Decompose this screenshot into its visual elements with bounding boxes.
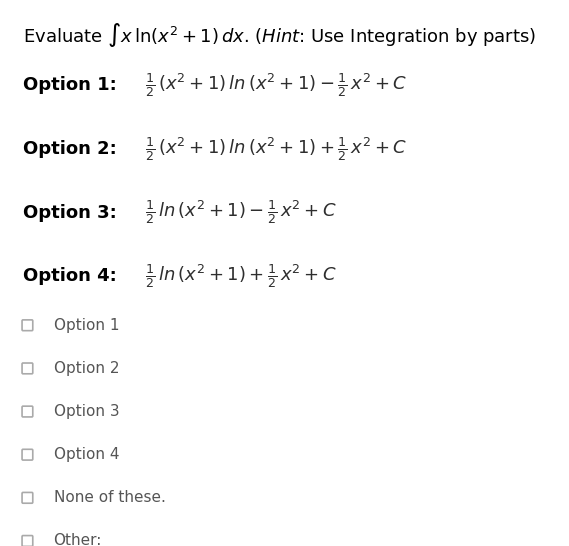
Text: Option 4: Option 4 [53,447,119,462]
Text: Evaluate $\int x\,\ln(x^2+1)\,dx$. $(\mathit{Hint}$: Use Integration by parts$)$: Evaluate $\int x\,\ln(x^2+1)\,dx$. $(\ma… [23,21,536,49]
Text: $\frac{1}{2}\,\mathit{ln}\,(x^2+1)+\frac{1}{2}\,x^2+C$: $\frac{1}{2}\,\mathit{ln}\,(x^2+1)+\frac… [146,262,337,290]
Text: None of these.: None of these. [53,490,166,506]
FancyBboxPatch shape [22,536,33,546]
FancyBboxPatch shape [22,320,33,331]
Text: $\frac{1}{2}\,(x^2+1)\,\mathit{ln}\,(x^2+1)-\frac{1}{2}\,x^2+C$: $\frac{1}{2}\,(x^2+1)\,\mathit{ln}\,(x^2… [146,71,408,99]
Text: Option 3:: Option 3: [23,204,117,222]
FancyBboxPatch shape [22,363,33,374]
Text: Option 3: Option 3 [53,404,119,419]
Text: Option 1:: Option 1: [23,76,117,94]
FancyBboxPatch shape [22,449,33,460]
FancyBboxPatch shape [22,406,33,417]
Text: Option 1: Option 1 [53,318,119,333]
Text: Other:: Other: [53,533,102,546]
Text: Option 2:: Option 2: [23,140,117,158]
FancyBboxPatch shape [22,492,33,503]
Text: Option 2: Option 2 [53,361,119,376]
Text: $\frac{1}{2}\,(x^2+1)\,\mathit{ln}\,(x^2+1)+\frac{1}{2}\,x^2+C$: $\frac{1}{2}\,(x^2+1)\,\mathit{ln}\,(x^2… [146,135,408,163]
Text: Option 4:: Option 4: [23,267,117,285]
Text: $\frac{1}{2}\,\mathit{ln}\,(x^2+1)-\frac{1}{2}\,x^2+C$: $\frac{1}{2}\,\mathit{ln}\,(x^2+1)-\frac… [146,199,337,227]
